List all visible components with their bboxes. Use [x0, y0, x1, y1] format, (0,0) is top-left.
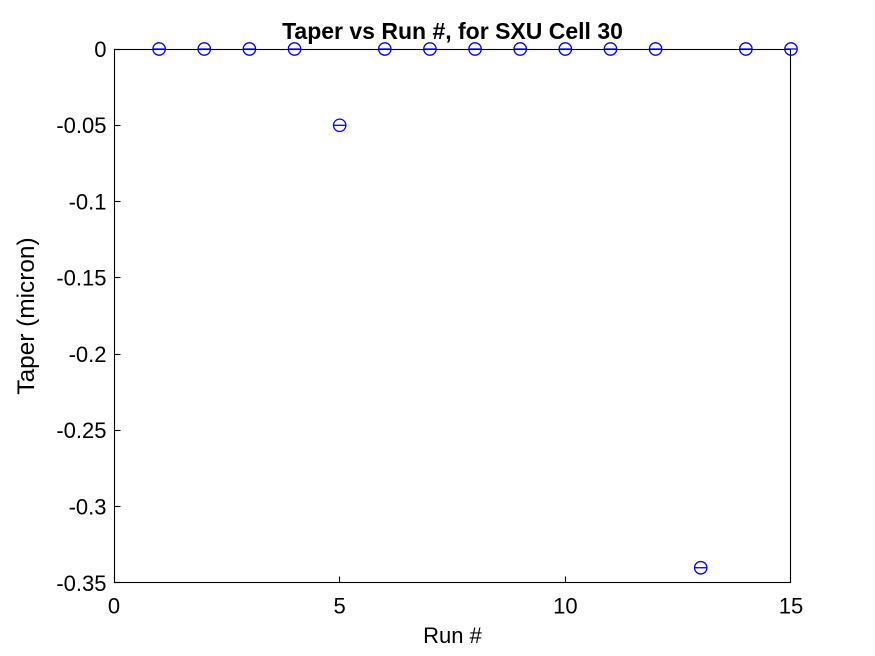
svg-text:-0.25: -0.25 [56, 418, 106, 443]
svg-text:Taper (micron): Taper (micron) [13, 237, 40, 394]
svg-text:-0.2: -0.2 [69, 342, 107, 367]
svg-text:-0.05: -0.05 [56, 113, 106, 138]
svg-text:-0.3: -0.3 [69, 495, 107, 520]
svg-text:10: 10 [553, 594, 577, 619]
svg-text:-0.35: -0.35 [56, 571, 106, 596]
svg-text:0: 0 [108, 594, 120, 619]
svg-text:0: 0 [94, 37, 106, 62]
svg-text:5: 5 [334, 594, 346, 619]
svg-text:-0.15: -0.15 [56, 266, 106, 291]
svg-text:15: 15 [779, 594, 803, 619]
svg-text:Taper vs Run #, for SXU Cell 3: Taper vs Run #, for SXU Cell 30 [282, 18, 623, 44]
svg-text:Run #: Run # [423, 623, 482, 648]
svg-text:-0.1: -0.1 [69, 189, 107, 214]
